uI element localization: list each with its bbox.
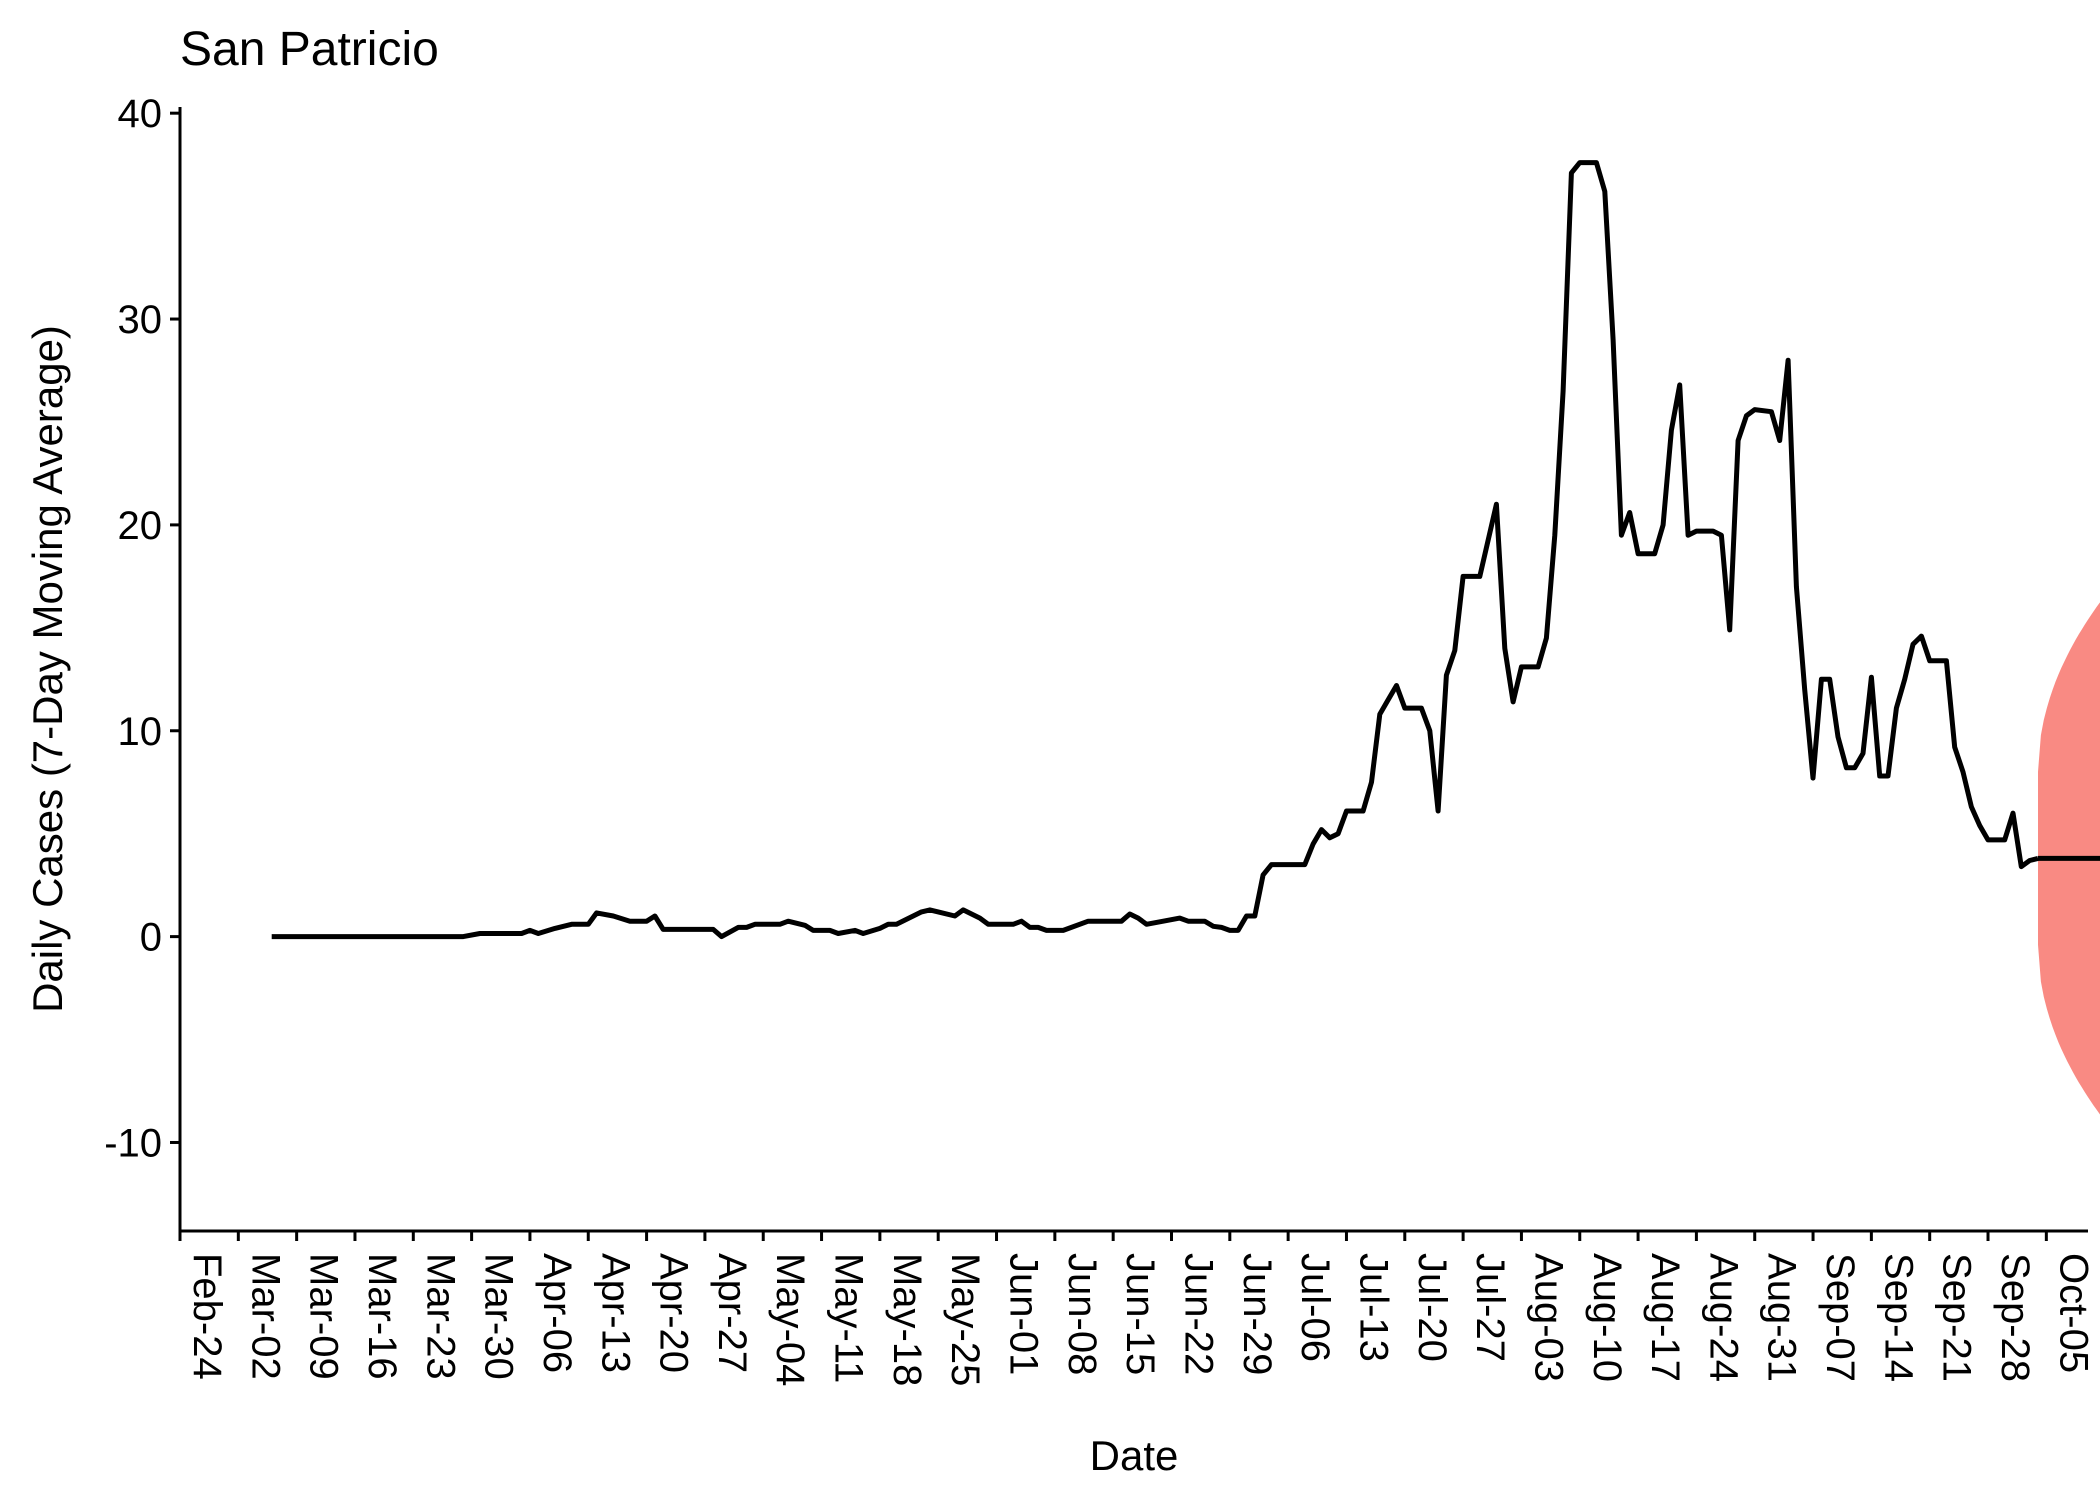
- x-tick-label: Jul-27: [1468, 1253, 1512, 1362]
- x-tick-label: Aug-03: [1526, 1253, 1570, 1382]
- x-tick-label: May-18: [885, 1253, 929, 1386]
- x-tick-label: Mar-16: [360, 1253, 404, 1380]
- x-tick-label: Mar-30: [477, 1253, 521, 1380]
- x-tick-label: Apr-20: [652, 1253, 696, 1373]
- y-tick-label: 0: [140, 916, 162, 960]
- x-tick-label: Feb-24: [185, 1253, 229, 1380]
- y-axis-label: Daily Cases (7-Day Moving Average): [24, 325, 71, 1013]
- x-tick-label: Jun-15: [1118, 1253, 1162, 1375]
- x-tick-label: Sep-28: [1993, 1253, 2037, 1382]
- x-tick-label: Jun-22: [1177, 1253, 1221, 1375]
- x-tick-label: May-04: [768, 1253, 812, 1386]
- y-tick-label: 20: [118, 504, 163, 548]
- x-tick-label: May-25: [943, 1253, 987, 1386]
- x-axis-ticks: Feb-24 Mar-02 Mar-09 Mar-16 Mar-23 Mar-30 Apr-…: [178, 1231, 2095, 1386]
- x-tick-label: Aug-17: [1643, 1253, 1687, 1382]
- x-tick-label: Aug-31: [1760, 1253, 1804, 1382]
- x-tick-label: Jul-06: [1293, 1253, 1337, 1362]
- y-tick-label: 10: [118, 710, 163, 754]
- axes: -10 0 10 20 30 40 Feb-24 Mar-02 Mar-09 Mar-16 Mar…: [104, 92, 2095, 1386]
- x-tick-label: Oct-05: [2051, 1253, 2095, 1373]
- x-tick-label: Aug-24: [1701, 1253, 1745, 1382]
- x-tick-label: Mar-09: [302, 1253, 346, 1380]
- x-tick-label: Sep-21: [1935, 1253, 1979, 1382]
- x-tick-label: Apr-13: [593, 1253, 637, 1373]
- y-tick-label: 30: [118, 298, 163, 342]
- x-tick-label: Mar-02: [243, 1253, 287, 1380]
- series-layer: [271, 160, 2100, 940]
- x-tick-label: Apr-06: [535, 1253, 579, 1373]
- x-tick-label: Jun-29: [1235, 1253, 1279, 1375]
- x-axis-label: Date: [1090, 1432, 1179, 1479]
- x-tick-label: May-11: [827, 1253, 871, 1383]
- y-tick-label: -10: [104, 1121, 162, 1165]
- y-tick-label: 40: [118, 92, 163, 136]
- daily-cases-line: [271, 160, 2039, 940]
- x-tick-label: Jun-01: [1002, 1253, 1046, 1375]
- chart-title: San Patricio: [180, 23, 439, 76]
- x-tick-label: Sep-07: [1818, 1253, 1862, 1382]
- x-tick-label: Apr-27: [710, 1253, 754, 1373]
- x-tick-label: Aug-10: [1585, 1253, 1629, 1382]
- x-tick-label: Mar-23: [418, 1253, 462, 1380]
- x-tick-label: Jul-20: [1410, 1253, 1454, 1362]
- y-axis-ticks: -10 0 10 20 30 40: [104, 92, 180, 1165]
- x-tick-label: Jul-13: [1352, 1253, 1396, 1362]
- x-tick-label: Sep-14: [1876, 1253, 1920, 1382]
- x-tick-label: Jun-08: [1060, 1253, 1104, 1375]
